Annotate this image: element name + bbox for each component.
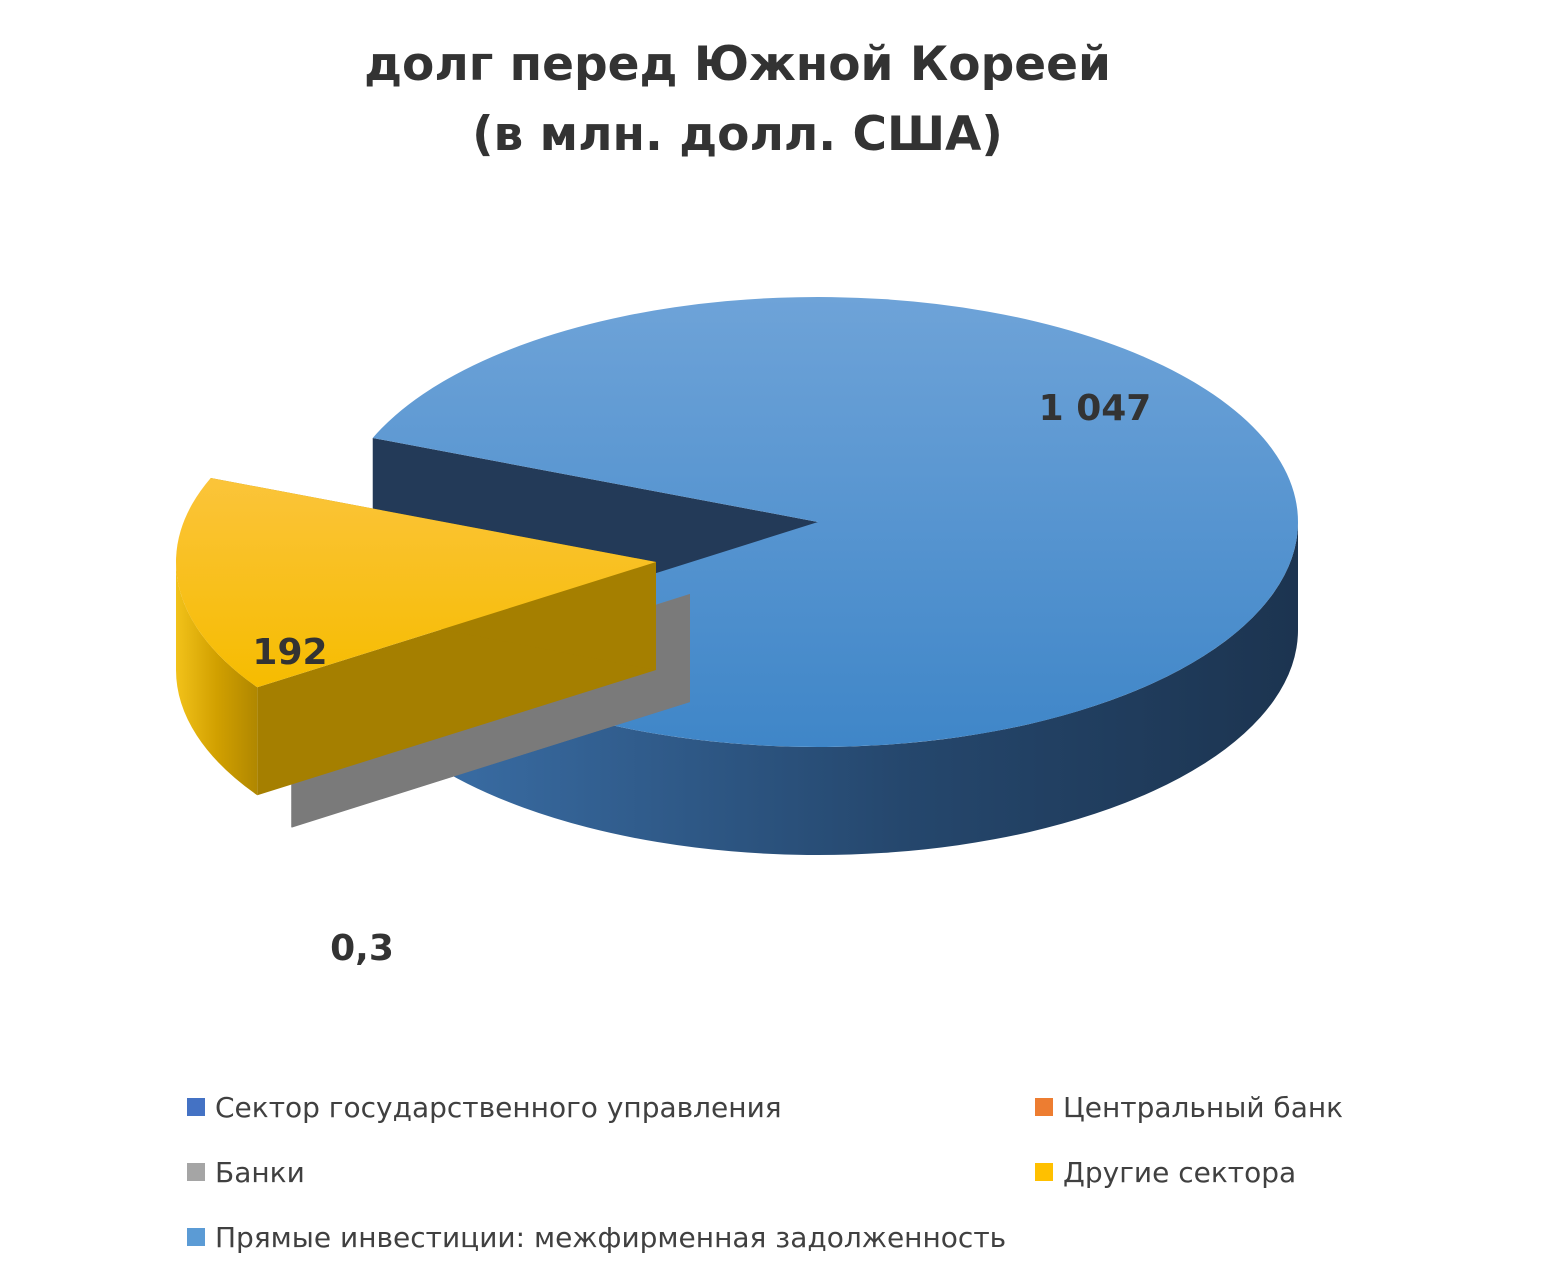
legend-swatch [1035,1098,1053,1116]
legend-swatch [187,1163,205,1181]
chart-title-line-1: долг перед Южной Кореей [364,37,1111,92]
legend-swatch [1035,1163,1053,1181]
legend-item: Сектор государственного управления [187,1087,782,1127]
legend-item: Центральный банк [1035,1087,1343,1127]
legend-swatch [187,1228,205,1246]
legend-label: Банки [215,1155,305,1189]
slice-3 [176,477,657,796]
data-label-3: 192 [252,632,327,673]
legend-item: Банки [187,1152,305,1192]
legend-label: Сектор государственного управления [215,1090,782,1124]
chart-title: долг перед Южной Кореей (в млн. долл. СШ… [0,30,1475,170]
legend-item: Прямые инвестиции: межфирменная задолжен… [187,1217,1006,1257]
slice-4-side [419,522,1299,855]
slice-3-side [176,562,258,796]
legend-item: Другие сектора [1035,1152,1296,1192]
legend-label: Центральный банк [1063,1090,1344,1124]
legend-swatch [187,1098,205,1116]
legend-label: Другие сектора [1063,1155,1297,1189]
data-label-4: 1 047 [1039,388,1152,429]
data-label-2: 0,3 [330,928,394,969]
chart-title-line-2: (в млн. долл. США) [472,107,1003,162]
legend-label: Прямые инвестиции: межфирменная задолжен… [215,1220,1007,1254]
slice-3-top [176,477,656,688]
